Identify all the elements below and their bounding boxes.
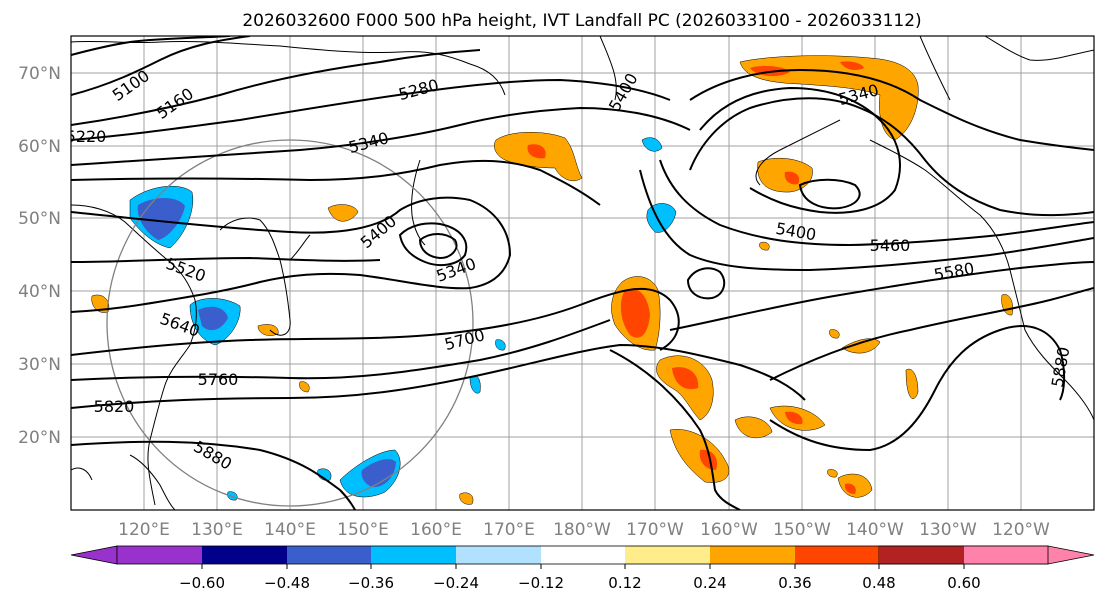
colorbar-tick-label: 0.60 [947, 574, 980, 592]
contour-label: 5820 [94, 397, 135, 416]
colorbar-segment [287, 546, 371, 564]
colorbar-segment [541, 546, 625, 564]
colorbar-segment [371, 546, 456, 564]
lon-label: 140°E [264, 520, 316, 540]
lon-label: 160°E [410, 520, 462, 540]
colorbar-tick-label: −0.60 [179, 574, 225, 592]
colorbar-extend-min [70, 545, 118, 565]
colorbar-tick-label: 0.12 [608, 574, 641, 592]
latitude-labels: 70°N 60°N 50°N 40°N 30°N 20°N [18, 64, 61, 448]
colorbar-tick-label: 0.36 [778, 574, 811, 592]
colorbar-tick-label: 0.24 [693, 574, 726, 592]
colorbar-segment [456, 546, 541, 564]
colorbar-tick-label: −0.48 [264, 574, 310, 592]
ivt-positive-fill [91, 55, 1013, 505]
colorbar-segment [964, 546, 1048, 564]
colorbar-outline [116, 545, 1049, 565]
colorbar-tick-labels: −0.60 −0.48 −0.36 −0.24 −0.12 0.12 0.24 … [179, 574, 981, 592]
contour-label: 5220 [66, 127, 107, 146]
highlight-circle [106, 139, 474, 507]
colorbar-tick-label: −0.12 [518, 574, 564, 592]
colorbar-tick-label: −0.24 [433, 574, 479, 592]
lon-label: 120°E [118, 520, 170, 540]
longitude-labels: 120°E 130°E 140°E 150°E 160°E 170°E 180°… [118, 520, 1050, 540]
lat-label: 60°N [18, 137, 61, 157]
map-area: 5100 5160 5220 5280 5340 5400 5340 5400 … [66, 36, 1094, 510]
contour-label: 5460 [870, 236, 911, 255]
colorbar-segment [117, 546, 202, 564]
lon-label: 170°W [626, 520, 684, 540]
lon-label: 140°W [846, 520, 904, 540]
lon-label: 150°E [337, 520, 389, 540]
lat-label: 30°N [18, 355, 61, 375]
contour-label: 5760 [198, 370, 239, 389]
colorbar-tick-label: −0.36 [348, 574, 394, 592]
colorbar-segment [202, 546, 287, 564]
colorbar-segment [625, 546, 710, 564]
height-contours [71, 36, 1094, 510]
colorbar-segment [710, 546, 795, 564]
lon-label: 130°E [191, 520, 243, 540]
gridlines [71, 36, 1094, 510]
lon-label: 160°W [700, 520, 758, 540]
colorbar-ticks [201, 564, 965, 569]
map-frame [70, 35, 1095, 511]
colorbar: −0.60 −0.48 −0.36 −0.24 −0.12 0.12 0.24 … [70, 545, 1095, 592]
colorbar-tick-label: 0.48 [862, 574, 895, 592]
lon-label: 180°W [553, 520, 611, 540]
ivt-negative-fill [129, 137, 677, 501]
lon-label: 170°E [483, 520, 535, 540]
lon-label: 150°W [773, 520, 831, 540]
lat-label: 50°N [18, 209, 61, 229]
lon-label: 120°W [992, 520, 1050, 540]
lat-label: 20°N [18, 428, 61, 448]
colorbar-segment [879, 546, 964, 564]
colorbar-segment [795, 546, 879, 564]
figure-title: 2026032600 F000 500 hPa height, IVT Land… [242, 11, 921, 31]
lat-label: 70°N [18, 64, 61, 84]
lon-label: 130°W [919, 520, 977, 540]
lat-label: 40°N [18, 282, 61, 302]
